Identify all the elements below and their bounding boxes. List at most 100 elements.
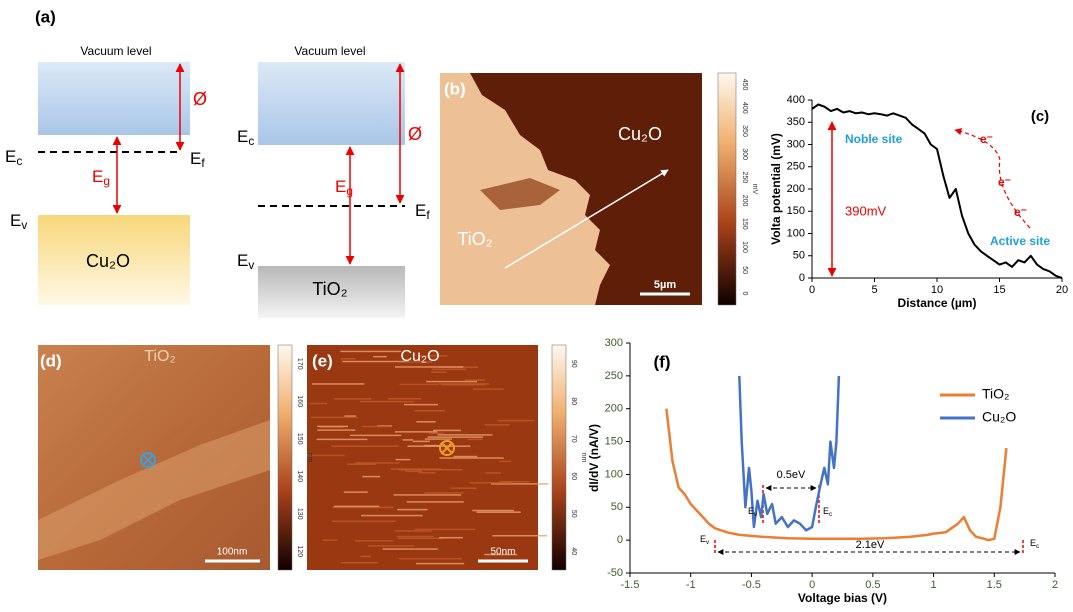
label: Ef (415, 201, 430, 222)
streak (396, 535, 434, 538)
streak (427, 436, 484, 438)
label: Vacuum level (80, 44, 151, 58)
streak (398, 468, 463, 471)
chart-title: (c) (1031, 108, 1049, 125)
label-sub: v (21, 218, 27, 232)
streak (340, 358, 356, 360)
streak (430, 371, 447, 373)
annotation: 2.1eV (856, 539, 885, 551)
streak (469, 482, 513, 484)
label: Eg (92, 167, 110, 188)
x-tick-label: 0.5 (865, 579, 880, 591)
annotation: Ev (748, 506, 758, 518)
afm-region (480, 178, 560, 210)
streak (340, 350, 401, 353)
label-sub: c (1036, 543, 1039, 550)
label-base: E (92, 167, 103, 186)
streak (310, 416, 358, 419)
label: (b) (444, 79, 466, 98)
label: Ø (193, 89, 207, 109)
streak (453, 455, 478, 458)
conduction-band (258, 62, 405, 145)
colorbar-tick-label: 250 (741, 172, 748, 184)
label-sub: v (248, 258, 254, 272)
streak (414, 409, 446, 412)
colorbar-tick-label: 350 (741, 125, 748, 137)
streak (341, 561, 378, 564)
data-line (738, 375, 841, 532)
afm-region (38, 420, 270, 560)
streak (361, 514, 423, 517)
streak (317, 425, 349, 428)
label: (a) (35, 7, 56, 26)
streak (485, 472, 501, 474)
streak (333, 505, 380, 508)
label-sub: c (829, 511, 832, 518)
colorbar-tick-label: 170 (296, 358, 303, 370)
x-tick-label: 0 (809, 579, 815, 591)
streak (382, 548, 438, 550)
colorbar-tick-label: 60 (570, 472, 577, 480)
streak (350, 434, 402, 437)
streak (394, 530, 432, 532)
colorbar-tick-label: 140 (296, 470, 303, 482)
streak (416, 421, 436, 423)
valence-band (258, 266, 405, 318)
streak (429, 432, 445, 435)
streak (393, 494, 462, 496)
streak (332, 506, 394, 509)
scan-line (504, 169, 669, 269)
streak (418, 471, 436, 474)
streak (439, 536, 463, 539)
streak (467, 438, 483, 441)
colorbar-tick-label: 200 (741, 195, 748, 207)
y-tick-label: 400 (787, 94, 805, 106)
label: Cu₂O (400, 348, 439, 365)
y-tick-label: -50 (607, 567, 623, 579)
colorbar-tick-label: 70 (570, 435, 577, 443)
x-tick-label: 1.5 (987, 579, 1002, 591)
colorbar (717, 72, 737, 306)
chart-title: (f) (654, 352, 671, 371)
label: TiO₂ (457, 229, 492, 249)
y-tick-label: 0 (617, 534, 623, 546)
y-tick-label: 150 (787, 205, 805, 217)
y-axis-label: dI/dV (nA/V) (587, 424, 601, 492)
colorbar-tick-label: 300 (741, 148, 748, 160)
colorbar-tick-label: 80 (570, 397, 577, 405)
streak (498, 419, 535, 422)
label-sub: g (346, 184, 353, 198)
streak (424, 492, 464, 494)
x-axis-label: Distance (µm) (898, 296, 977, 310)
label-base: E (237, 127, 248, 146)
streak (360, 555, 371, 558)
label: Ø (408, 124, 422, 144)
streak (437, 434, 493, 436)
x-tick-label: 1 (931, 579, 937, 591)
label: TiO₂ (312, 279, 347, 299)
colorbar-tick-label: 130 (296, 508, 303, 520)
data-line (811, 103, 1063, 279)
label-sub: g (103, 174, 110, 188)
label-sub: v (754, 511, 758, 518)
label: TiO₂ (144, 348, 175, 365)
x-axis-label: Voltage bias (V) (798, 591, 887, 605)
y-tick-label: 300 (605, 337, 623, 349)
conduction-band (38, 62, 190, 135)
streak (414, 528, 476, 531)
streak (343, 491, 368, 493)
label: Ev (10, 211, 27, 232)
label: (d) (40, 351, 62, 370)
streak (492, 534, 548, 537)
layout (38, 62, 1031, 571)
streak (465, 379, 485, 381)
x-tick-label: 0 (809, 284, 815, 296)
streak (354, 540, 393, 542)
annotation: 390mV (845, 203, 887, 218)
streak (359, 400, 415, 403)
streak (332, 520, 396, 523)
x-tick-label: 15 (993, 284, 1005, 296)
streak (403, 403, 439, 406)
label-sub: v (706, 539, 710, 546)
legend-label: Cu₂O (982, 409, 1016, 425)
